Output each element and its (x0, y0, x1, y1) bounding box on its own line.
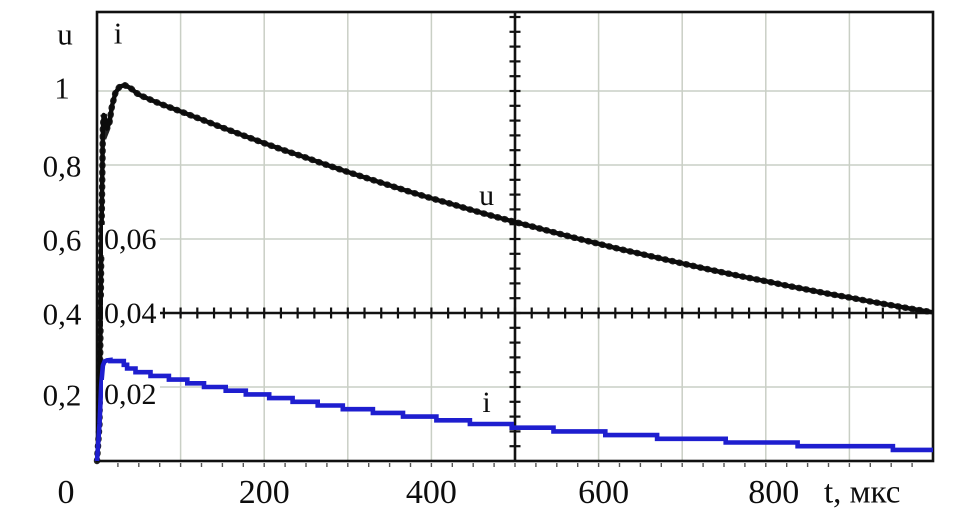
left-axis-title: u (57, 16, 73, 52)
inner-axis-title: i (113, 15, 123, 51)
plot-border (95, 10, 935, 463)
x-axis-tick-label: 400 (405, 474, 457, 511)
u-axis-tick-label: 1 (54, 70, 70, 106)
i-axis-tick-label: 0,02 (103, 380, 160, 410)
x-axis-tick-label: 0 (57, 474, 75, 511)
x-axis-tick-label: 600 (578, 474, 630, 511)
u-axis-tick-label: 0,4 (42, 296, 82, 332)
u-axis-tick-label: 0,2 (42, 377, 82, 413)
u-axis-tick-label: 0,8 (42, 148, 82, 184)
x-axis-tick-label: 800 (748, 474, 800, 511)
i-axis-tick-label: 0,06 (103, 225, 160, 255)
i-axis-tick-label: 0,04 (103, 299, 160, 329)
x-axis-tick-label: 200 (238, 474, 290, 511)
curve-label-i: i (482, 385, 491, 419)
x-axis-title: t, мкс (824, 474, 901, 511)
u-curve-bead-texture (93, 81, 937, 465)
curve-label-u: u (479, 179, 495, 213)
u-axis-tick-label: 0,6 (42, 222, 82, 258)
i-curve (94, 357, 933, 462)
